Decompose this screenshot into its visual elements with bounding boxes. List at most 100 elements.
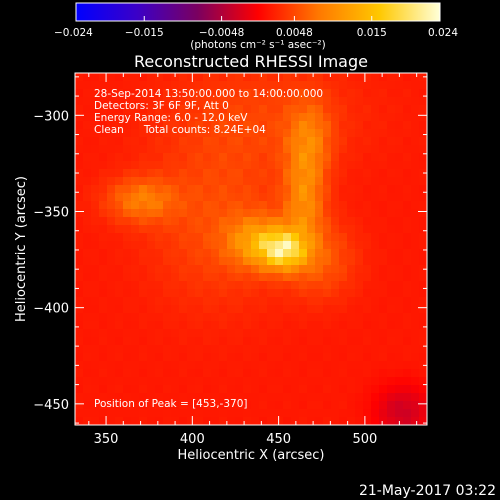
heatmap-cell xyxy=(115,169,124,178)
heatmap-cell xyxy=(75,113,84,122)
heatmap-cell xyxy=(163,137,172,146)
heatmap-cell xyxy=(259,209,268,218)
heatmap-cell xyxy=(291,169,300,178)
heatmap-cell xyxy=(331,385,340,394)
heatmap-cell xyxy=(371,105,380,114)
heatmap-cell xyxy=(371,185,380,194)
heatmap-cell xyxy=(91,81,100,90)
heatmap-cell xyxy=(379,377,388,386)
heatmap-cell xyxy=(323,385,332,394)
heatmap-cell xyxy=(107,345,116,354)
heatmap-cell xyxy=(147,201,156,210)
heatmap-cell xyxy=(187,73,196,82)
heatmap-cell xyxy=(291,145,300,154)
heatmap-cell xyxy=(291,289,300,298)
heatmap-cell xyxy=(387,121,396,130)
heatmap-cell xyxy=(259,225,268,234)
heatmap-cell xyxy=(179,89,188,98)
heatmap-cell xyxy=(387,97,396,106)
heatmap-cell xyxy=(211,161,220,170)
heatmap-cell xyxy=(195,409,204,418)
heatmap-cell xyxy=(91,233,100,242)
heatmap-cell xyxy=(115,97,124,106)
heatmap-cell xyxy=(251,289,260,298)
heatmap-cell xyxy=(379,121,388,130)
heatmap-cell xyxy=(283,281,292,290)
heatmap-cell xyxy=(259,361,268,370)
heatmap-cell xyxy=(379,393,388,402)
heatmap-cell xyxy=(227,257,236,266)
heatmap-cell xyxy=(371,153,380,162)
heatmap-cell xyxy=(83,289,92,298)
heatmap-cell xyxy=(107,73,116,82)
heatmap-cell xyxy=(131,401,140,410)
heatmap-cell xyxy=(147,169,156,178)
heatmap-cell xyxy=(75,153,84,162)
heatmap-cell xyxy=(275,145,284,154)
heatmap-cell xyxy=(211,257,220,266)
heatmap-cell xyxy=(323,401,332,410)
heatmap-cell xyxy=(227,73,236,82)
heatmap-cell xyxy=(387,113,396,122)
heatmap-cell xyxy=(139,233,148,242)
heatmap-cell xyxy=(243,81,252,90)
heatmap-cell xyxy=(99,401,108,410)
heatmap-cell xyxy=(275,329,284,338)
heatmap-cell xyxy=(115,273,124,282)
heatmap-cell xyxy=(363,337,372,346)
heatmap-cell xyxy=(163,249,172,258)
heatmap-cell xyxy=(259,145,268,154)
heatmap-cell xyxy=(387,289,396,298)
heatmap-cell xyxy=(99,289,108,298)
heatmap-cell xyxy=(379,73,388,82)
heatmap-cell xyxy=(267,73,276,82)
heatmap-cell xyxy=(203,137,212,146)
heatmap-cell xyxy=(307,385,316,394)
heatmap-cell xyxy=(355,129,364,138)
heatmap-cell xyxy=(275,161,284,170)
heatmap-cell xyxy=(315,289,324,298)
colorbar-gradient xyxy=(76,3,440,21)
heatmap-cell xyxy=(371,385,380,394)
heatmap-cell xyxy=(387,313,396,322)
heatmap-cell xyxy=(227,169,236,178)
heatmap-cell xyxy=(299,121,308,130)
heatmap-cell xyxy=(171,281,180,290)
heatmap-cell xyxy=(155,385,164,394)
heatmap-cell xyxy=(323,97,332,106)
heatmap-cell xyxy=(211,345,220,354)
heatmap-cell xyxy=(267,313,276,322)
heatmap-cell xyxy=(387,105,396,114)
heatmap-cell xyxy=(291,105,300,114)
heatmap-cell xyxy=(163,217,172,226)
heatmap-cell xyxy=(131,337,140,346)
heatmap-cell xyxy=(347,273,356,282)
heatmap-cell xyxy=(355,185,364,194)
heatmap-cell xyxy=(139,153,148,162)
heatmap-cell xyxy=(83,81,92,90)
heatmap-cell xyxy=(75,225,84,234)
heatmap-cell xyxy=(347,353,356,362)
heatmap-cell xyxy=(107,153,116,162)
heatmap-cell xyxy=(227,177,236,186)
heatmap-cell xyxy=(83,297,92,306)
heatmap-cell xyxy=(355,393,364,402)
heatmap-cell xyxy=(219,225,228,234)
heatmap-cell xyxy=(387,201,396,210)
heatmap-cell xyxy=(251,129,260,138)
heatmap-cell xyxy=(123,393,132,402)
heatmap-cell xyxy=(371,201,380,210)
heatmap-cell xyxy=(403,369,412,378)
heatmap-cell xyxy=(131,161,140,170)
heatmap-cell xyxy=(251,337,260,346)
heatmap-cell xyxy=(219,257,228,266)
heatmap-cell xyxy=(275,361,284,370)
heatmap-cell xyxy=(347,305,356,314)
heatmap-cell xyxy=(115,121,124,130)
heatmap-cell xyxy=(251,297,260,306)
heatmap-cell xyxy=(83,193,92,202)
heatmap-cell xyxy=(227,217,236,226)
heatmap-cell xyxy=(291,217,300,226)
heatmap-cell xyxy=(163,369,172,378)
heatmap-cell xyxy=(179,297,188,306)
